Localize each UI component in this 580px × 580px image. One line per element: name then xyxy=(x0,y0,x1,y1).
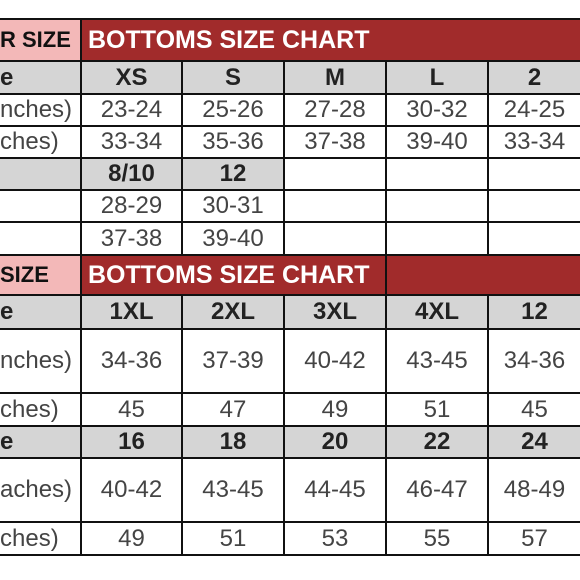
measurement-cell: 43-45 xyxy=(183,459,285,523)
measurement-cell: 43-45 xyxy=(387,330,489,394)
row-label: ches) xyxy=(0,127,82,159)
row-label xyxy=(0,191,82,223)
size-header-cell: M xyxy=(285,62,387,95)
size-header-cell: 22 xyxy=(387,427,489,459)
measurement-cell: 37-38 xyxy=(82,223,183,256)
measurement-cell: 23-24 xyxy=(82,95,183,127)
measurement-cell xyxy=(489,223,580,256)
measurement-cell: 30-32 xyxy=(387,95,489,127)
measurement-cell: 28-29 xyxy=(82,191,183,223)
row-label: ches) xyxy=(0,394,82,427)
size-header-cell: L xyxy=(387,62,489,95)
measurement-cell xyxy=(285,159,387,191)
size-header-cell: 24 xyxy=(489,427,580,459)
section2-left-title: SIZE xyxy=(0,256,82,296)
measurement-cell: 30-31 xyxy=(183,191,285,223)
section2-title: BOTTOMS SIZE CHART xyxy=(82,256,387,296)
measurement-cell: 39-40 xyxy=(387,127,489,159)
measurement-cell xyxy=(387,159,489,191)
measurement-cell: 40-42 xyxy=(82,459,183,523)
measurement-cell: 47 xyxy=(183,394,285,427)
row-label: aches) xyxy=(0,459,82,523)
size-header-cell: 1XL xyxy=(82,296,183,330)
row-label: nches) xyxy=(0,95,82,127)
measurement-cell: 48-49 xyxy=(489,459,580,523)
size-header-cell: 8/10 xyxy=(82,159,183,191)
size-header-cell: S xyxy=(183,62,285,95)
row-label xyxy=(0,159,82,191)
row-label: e xyxy=(0,427,82,459)
measurement-cell: 34-36 xyxy=(489,330,580,394)
measurement-cell: 25-26 xyxy=(183,95,285,127)
measurement-cell: 33-34 xyxy=(82,127,183,159)
size-header-cell: 12 xyxy=(183,159,285,191)
size-header-cell: 3XL xyxy=(285,296,387,330)
measurement-cell xyxy=(489,159,580,191)
measurement-cell: 45 xyxy=(82,394,183,427)
measurement-cell xyxy=(489,191,580,223)
section1-title: BOTTOMS SIZE CHART xyxy=(82,20,580,62)
measurement-cell: 51 xyxy=(387,394,489,427)
row-label xyxy=(0,223,82,256)
size-header-cell: 20 xyxy=(285,427,387,459)
measurement-cell: 40-42 xyxy=(285,330,387,394)
size-header-cell: XS xyxy=(82,62,183,95)
measurement-cell xyxy=(285,191,387,223)
row-label: e xyxy=(0,62,82,95)
measurement-cell: 46-47 xyxy=(387,459,489,523)
measurement-cell: 57 xyxy=(489,523,580,556)
row-label: nches) xyxy=(0,330,82,394)
measurement-cell xyxy=(285,223,387,256)
measurement-cell: 34-36 xyxy=(82,330,183,394)
row-label: ches) xyxy=(0,523,82,556)
measurement-cell xyxy=(387,191,489,223)
measurement-cell: 49 xyxy=(82,523,183,556)
measurement-cell: 53 xyxy=(285,523,387,556)
measurement-cell xyxy=(387,223,489,256)
measurement-cell: 51 xyxy=(183,523,285,556)
measurement-cell: 45 xyxy=(489,394,580,427)
measurement-cell: 44-45 xyxy=(285,459,387,523)
size-header-cell: 12 xyxy=(489,296,580,330)
measurement-cell: 37-39 xyxy=(183,330,285,394)
measurement-cell: 35-36 xyxy=(183,127,285,159)
size-header-cell: 2XL xyxy=(183,296,285,330)
size-header-cell: 16 xyxy=(82,427,183,459)
row-label: e xyxy=(0,296,82,330)
measurement-cell: 27-28 xyxy=(285,95,387,127)
section1-left-title: R SIZE xyxy=(0,20,82,62)
measurement-cell: 37-38 xyxy=(285,127,387,159)
size-header-cell: 2 xyxy=(489,62,580,95)
measurement-cell: 24-25 xyxy=(489,95,580,127)
size-header-cell: 4XL xyxy=(387,296,489,330)
top-border xyxy=(0,18,580,20)
measurement-cell: 39-40 xyxy=(183,223,285,256)
measurement-cell: 49 xyxy=(285,394,387,427)
size-header-cell: 18 xyxy=(183,427,285,459)
measurement-cell: 55 xyxy=(387,523,489,556)
measurement-cell: 33-34 xyxy=(489,127,580,159)
section2-title-extension xyxy=(387,256,580,296)
